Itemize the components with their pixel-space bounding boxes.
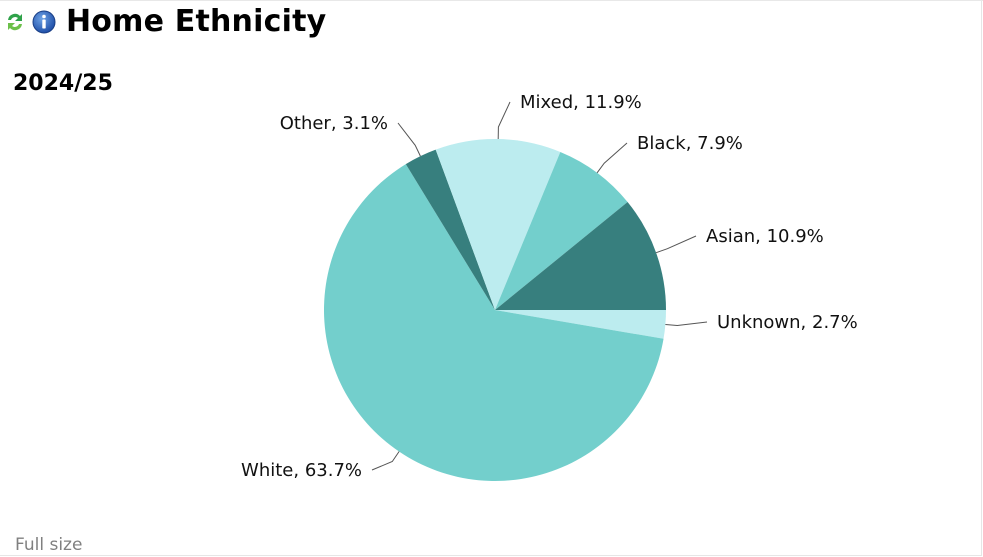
pie-slice-asian[interactable] [495, 202, 666, 310]
pie-label-mixed: Mixed, 11.9% [520, 92, 642, 113]
page-title: Home Ethnicity [66, 4, 327, 39]
pie-label-white: White, 63.7% [241, 460, 362, 481]
pie-slice-mixed[interactable] [435, 139, 561, 310]
leader-line-black [596, 142, 628, 174]
pie-label-asian: Asian, 10.9% [706, 226, 824, 247]
pie-leader-lines [371, 101, 708, 471]
leader-line-other [397, 122, 421, 157]
pie-slice-black[interactable] [495, 151, 628, 310]
pie-slices [323, 139, 666, 482]
panel-header: Home Ethnicity [4, 4, 326, 40]
pie-labels: Unknown, 2.7% White, 63.7% Other, 3.1% Mixe… [241, 92, 858, 481]
leader-line-mixed [497, 101, 511, 140]
top-divider [0, 0, 983, 1]
pie-slice-other[interactable] [405, 149, 495, 310]
pie-slice-unknown[interactable] [495, 310, 666, 339]
pie-label-unknown: Unknown, 2.7% [717, 312, 858, 333]
pie-label-black: Black, 7.9% [637, 133, 743, 154]
info-icon[interactable] [32, 10, 56, 34]
period-label: 2024/25 [13, 71, 113, 96]
refresh-arrows-icon[interactable] [4, 11, 26, 33]
leader-line-unknown [665, 321, 708, 327]
leader-line-asian [655, 235, 697, 254]
full-size-link[interactable]: Full size [15, 535, 83, 555]
pie-label-other: Other, 3.1% [280, 113, 388, 134]
pie-slice-white[interactable] [323, 164, 664, 482]
leader-line-white [371, 451, 400, 471]
